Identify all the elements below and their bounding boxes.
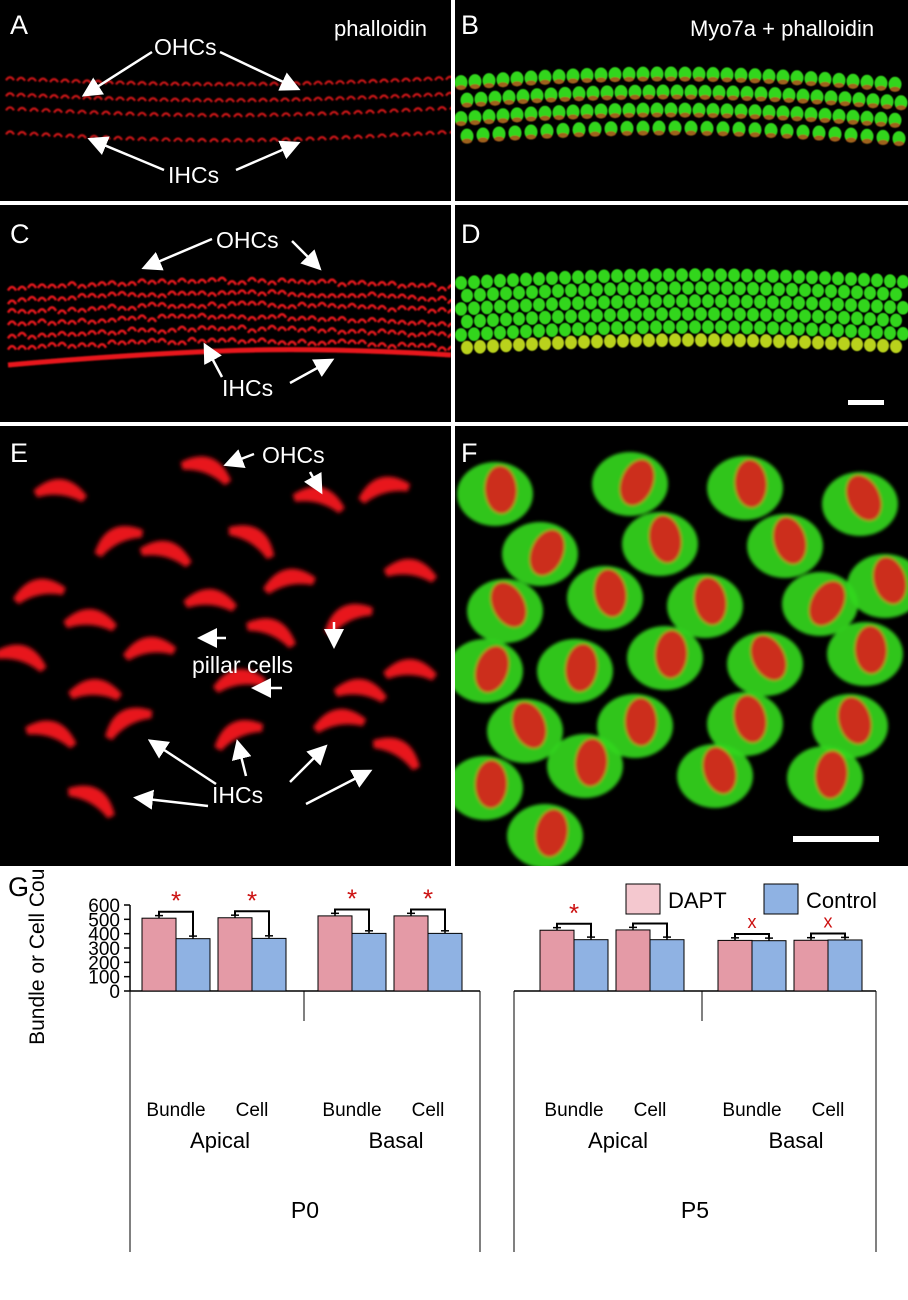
- dapt-bar: [717, 939, 753, 992]
- region-label: Apical: [190, 1128, 250, 1153]
- significance-bracket: [234, 910, 270, 936]
- y-tick-label: 300: [88, 939, 120, 960]
- panel-d-scale-bar: [848, 400, 884, 405]
- significance-marker: *: [171, 886, 181, 916]
- significance-bracket: [810, 932, 846, 938]
- dapt-bar: [539, 929, 575, 992]
- panel-b-letter: B: [461, 10, 480, 40]
- panel-c-letter: C: [10, 219, 30, 249]
- panel-c-ihc-label: IHCs: [222, 375, 274, 401]
- category-label: Cell: [236, 1100, 269, 1121]
- panel-g-letter: G: [8, 872, 29, 902]
- panel-c-image: [6, 276, 451, 368]
- panel-a-image: [5, 75, 451, 143]
- category-label: Bundle: [322, 1100, 381, 1121]
- y-tick-label: 200: [88, 953, 120, 974]
- panel-e: E OHCs pillar cells IHCs: [0, 426, 451, 866]
- panel-a: A phalloidin OHCs IHCs: [0, 0, 451, 201]
- region-label: Apical: [588, 1128, 648, 1153]
- phalloidin-stain: [5, 75, 451, 143]
- panel-c-arrows: [141, 237, 335, 385]
- panel-e-letter: E: [10, 438, 29, 468]
- panel-b: B Myo7a + phalloidin: [455, 0, 908, 201]
- control-bar: [251, 937, 287, 992]
- panel-e-ohc-label: OHCs: [262, 442, 325, 468]
- phalloidin-stain: [6, 276, 451, 368]
- dapt-bar: [217, 917, 253, 992]
- legend: DAPT Control: [625, 883, 877, 915]
- control-bar: [751, 940, 787, 992]
- panel-e-pillar-label: pillar cells: [192, 652, 293, 678]
- age-label: P5: [681, 1197, 709, 1223]
- panel-f: F: [455, 426, 908, 866]
- dapt-bar: [317, 915, 353, 992]
- significance-marker: x: [748, 912, 757, 932]
- panel-d: D: [455, 205, 908, 422]
- panel-f-letter: F: [461, 438, 478, 468]
- panel-e-image: [0, 456, 438, 819]
- control-bar: [427, 932, 463, 992]
- control-bar: [827, 939, 863, 992]
- dapt-bar: [141, 917, 177, 992]
- panel-c: C OHCs IHCs: [0, 205, 451, 422]
- significance-bracket: [556, 922, 592, 937]
- control-legend-label: Control: [806, 888, 877, 913]
- age-label: P0: [291, 1197, 319, 1223]
- dapt-bar: [393, 915, 429, 992]
- panel-f-scale-bar: [793, 836, 879, 842]
- category-label: Cell: [412, 1100, 445, 1121]
- significance-bracket: [734, 932, 770, 938]
- panel-a-ohc-label: OHCs: [154, 34, 217, 60]
- panel-a-title: phalloidin: [334, 16, 427, 41]
- myo7a-stain: [455, 268, 908, 355]
- panel-a-ihc-label: IHCs: [168, 162, 220, 188]
- y-tick-label: 500: [88, 910, 120, 931]
- dapt-legend-label: DAPT: [668, 888, 727, 913]
- control-legend-swatch: [763, 883, 799, 915]
- y-tick-label: 0: [109, 982, 120, 1003]
- y-tick-label: 600: [88, 896, 120, 917]
- panel-c-ohc-label: OHCs: [216, 227, 279, 253]
- panel-f-image: [455, 452, 908, 866]
- control-bar: [573, 939, 609, 992]
- dapt-bar: [615, 929, 651, 992]
- control-bar: [351, 932, 387, 992]
- category-label: Cell: [812, 1100, 845, 1121]
- myo7a-stain: [455, 66, 908, 147]
- significance-marker: *: [569, 898, 579, 928]
- panel-b-title: Myo7a + phalloidin: [690, 16, 875, 41]
- significance-marker: *: [423, 883, 433, 913]
- y-tick-label: 100: [88, 968, 120, 989]
- dapt-bar: [793, 939, 829, 992]
- panel-e-arrows: [133, 449, 373, 810]
- panel-e-ihc-label: IHCs: [212, 782, 264, 808]
- significance-bracket: [632, 922, 668, 937]
- control-bar: [649, 939, 685, 992]
- category-label: Bundle: [544, 1100, 603, 1121]
- panel-d-letter: D: [461, 219, 481, 249]
- significance-bracket: [410, 908, 446, 931]
- region-label: Basal: [368, 1128, 423, 1153]
- dapt-legend-swatch: [625, 883, 661, 915]
- y-axis-label: Bundle or Cell Count: [26, 868, 49, 1045]
- panel-b-image: [455, 66, 908, 147]
- y-tick-label: 400: [88, 925, 120, 946]
- significance-bracket: [334, 908, 370, 931]
- significance-marker: x: [824, 912, 833, 932]
- control-bar: [175, 938, 211, 992]
- region-label: Basal: [768, 1128, 823, 1153]
- panel-d-image: [455, 268, 908, 355]
- phalloidin-stain: [0, 456, 438, 819]
- significance-marker: *: [347, 883, 357, 913]
- category-label: Cell: [634, 1100, 667, 1121]
- panel-a-letter: A: [10, 10, 29, 40]
- category-label: Bundle: [722, 1100, 781, 1121]
- hair-cell-stain: [455, 452, 908, 866]
- category-label: Bundle: [146, 1100, 205, 1121]
- significance-marker: *: [247, 885, 257, 915]
- panel-a-arrows: [81, 50, 301, 172]
- significance-bracket: [158, 910, 194, 936]
